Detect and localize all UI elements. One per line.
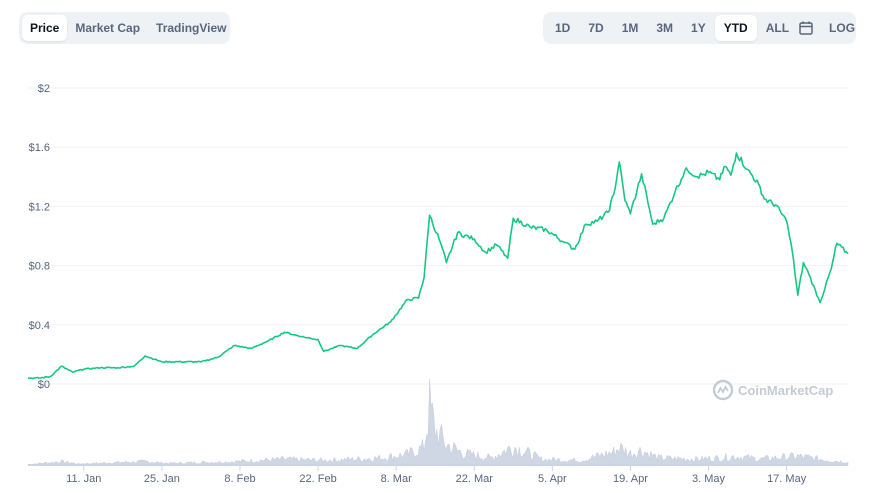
coinmarketcap-watermark: CoinMarketCap xyxy=(712,379,833,401)
x-tick-label: 22. Mar xyxy=(456,473,494,485)
volume-area-path xyxy=(27,379,849,466)
chart-type-tabs: Price Market Cap TradingView xyxy=(19,12,230,44)
y-tick-label: $2 xyxy=(38,83,50,95)
price-line xyxy=(27,152,849,380)
range-3m-button[interactable]: 3M xyxy=(656,21,674,35)
calendar-icon xyxy=(799,21,813,35)
y-axis: $0 $0.4 $0.8 $1.2 $1.6 $2 xyxy=(29,83,50,391)
range-1d-button[interactable]: 1D xyxy=(555,21,571,35)
x-tick-label: 25. Jan xyxy=(144,473,180,485)
range-7d-button[interactable]: 7D xyxy=(588,21,604,35)
watermark-text: CoinMarketCap xyxy=(738,383,833,398)
x-tick-label: 8. Mar xyxy=(381,473,413,485)
x-tick-label: 3. May xyxy=(692,473,726,485)
coinmarketcap-logo-icon xyxy=(712,379,734,401)
x-tick-label: 19. Apr xyxy=(613,473,648,485)
log-scale-button[interactable]: LOG xyxy=(829,21,856,35)
tab-tradingview[interactable]: TradingView xyxy=(156,21,227,35)
tab-market-cap[interactable]: Market Cap xyxy=(75,21,141,35)
price-series-line xyxy=(27,152,849,380)
x-tick-label: 8. Feb xyxy=(224,473,255,485)
time-range-selector: 1D 7D 1M 3M 1Y YTD ALL LOG xyxy=(543,12,856,44)
x-tick-label: 22. Feb xyxy=(299,473,336,485)
x-axis: 11. Jan 25. Jan 8. Feb 22. Feb 8. Mar 22. Mar… xyxy=(66,465,807,485)
y-tick-label: $0.8 xyxy=(29,261,50,273)
tab-price[interactable]: Price xyxy=(22,15,68,41)
x-tick-label: 17. May xyxy=(767,473,807,485)
range-1m-button[interactable]: 1M xyxy=(621,21,639,35)
y-tick-label: $0.4 xyxy=(29,320,50,332)
range-1y-button[interactable]: 1Y xyxy=(691,21,706,35)
calendar-button[interactable] xyxy=(798,15,814,41)
y-tick-label: $0 xyxy=(38,379,50,391)
grid-lines xyxy=(28,87,848,466)
y-tick-label: $1.6 xyxy=(29,142,50,154)
x-tick-label: 5. Apr xyxy=(538,473,567,485)
range-all-button[interactable]: ALL xyxy=(765,21,790,35)
volume-area xyxy=(27,379,849,466)
y-tick-label: $1.2 xyxy=(29,201,50,213)
x-tick-label: 11. Jan xyxy=(66,473,101,485)
range-ytd-button[interactable]: YTD xyxy=(714,15,757,41)
